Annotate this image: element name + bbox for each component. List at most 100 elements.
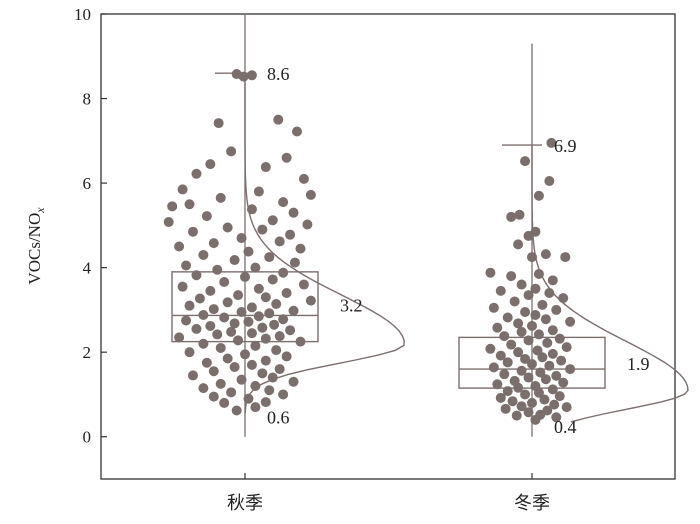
data-point — [540, 374, 551, 385]
data-point — [260, 397, 271, 408]
data-point — [198, 338, 209, 349]
data-point — [507, 396, 518, 407]
data-point — [488, 302, 499, 313]
data-point — [561, 342, 572, 353]
y-tick-label-1: 2 — [83, 343, 92, 362]
data-point — [295, 243, 306, 254]
y-tick-label-4: 8 — [83, 90, 92, 109]
data-point — [495, 392, 506, 403]
y-tick-label-5: 10 — [74, 5, 91, 24]
data-point — [523, 407, 534, 418]
data-point — [513, 239, 524, 250]
data-point — [226, 387, 237, 398]
density-curve-1 — [531, 145, 689, 423]
data-point — [260, 355, 271, 366]
data-point — [551, 412, 562, 423]
data-point — [191, 270, 202, 281]
data-point — [274, 236, 285, 247]
y-tick-label-2: 4 — [83, 259, 92, 278]
data-point — [520, 389, 531, 400]
data-point — [273, 114, 284, 125]
data-point — [535, 367, 546, 378]
data-point — [298, 279, 309, 290]
data-point — [561, 402, 572, 413]
data-point — [509, 296, 520, 307]
data-point — [551, 370, 562, 381]
data-point — [208, 366, 219, 377]
data-point — [516, 401, 527, 412]
data-point — [302, 219, 313, 230]
data-point — [222, 353, 233, 364]
data-point — [253, 311, 264, 322]
data-point — [274, 364, 285, 375]
box-1 — [458, 336, 606, 389]
data-point — [229, 361, 240, 372]
y-axis-label-main: VOCs/NO — [25, 213, 44, 285]
data-point — [212, 329, 223, 340]
data-point — [205, 320, 216, 331]
data-point — [229, 255, 240, 266]
mean-label-0: 3.2 — [340, 295, 363, 315]
min-label-0: 0.6 — [267, 407, 290, 427]
data-point — [502, 357, 513, 368]
data-point — [513, 347, 524, 358]
data-point — [514, 209, 525, 220]
data-point — [520, 307, 531, 318]
data-point — [243, 393, 254, 404]
data-point — [278, 197, 289, 208]
y-axis-label-subscript: x — [33, 207, 47, 214]
mean-label-1: 1.9 — [627, 354, 650, 374]
data-point — [305, 189, 316, 200]
data-point — [539, 394, 550, 405]
data-point — [229, 318, 240, 329]
data-point — [226, 326, 237, 337]
data-point — [184, 199, 195, 210]
data-point — [537, 352, 548, 363]
data-point — [547, 275, 558, 286]
x-tick-label-1: 冬季 — [514, 493, 550, 514]
y-tick-label-0: 0 — [83, 428, 92, 447]
data-point — [558, 293, 569, 304]
data-point — [174, 241, 185, 252]
data-point — [201, 211, 212, 222]
data-point — [267, 274, 278, 285]
data-point — [495, 350, 506, 361]
data-point — [516, 279, 527, 290]
data-point — [208, 304, 219, 315]
data-point — [215, 378, 226, 389]
data-point — [547, 384, 558, 395]
data-point — [257, 322, 268, 333]
data-point — [184, 347, 195, 358]
data-point — [485, 343, 496, 354]
data-point — [281, 288, 292, 298]
data-point — [264, 308, 275, 319]
data-point — [215, 192, 226, 203]
data-point — [205, 159, 216, 170]
series-layer: 秋季 8.6 0.6 3.2 冬季 6.9 0.4 1.9 — [163, 14, 689, 514]
data-point — [305, 295, 316, 306]
data-point — [264, 385, 275, 396]
data-point — [278, 314, 289, 325]
data-point — [250, 340, 261, 351]
data-point — [205, 285, 216, 296]
data-point — [533, 387, 544, 398]
data-point — [198, 249, 209, 260]
data-point — [213, 118, 224, 129]
data-point — [222, 297, 233, 308]
data-point — [243, 246, 254, 257]
data-point — [250, 402, 261, 413]
data-point — [492, 322, 503, 333]
data-point — [198, 383, 209, 394]
data-point — [187, 226, 198, 237]
data-point — [231, 405, 242, 416]
data-point — [271, 298, 282, 309]
data-point — [191, 168, 202, 179]
data-point — [551, 304, 562, 315]
data-point — [288, 207, 299, 218]
data-point — [167, 201, 178, 212]
data-point — [278, 267, 289, 278]
data-point — [540, 314, 551, 325]
y-axis-label: VOCs/NOx — [25, 207, 47, 285]
series-0: 秋季 8.6 0.6 3.2 — [163, 14, 405, 514]
